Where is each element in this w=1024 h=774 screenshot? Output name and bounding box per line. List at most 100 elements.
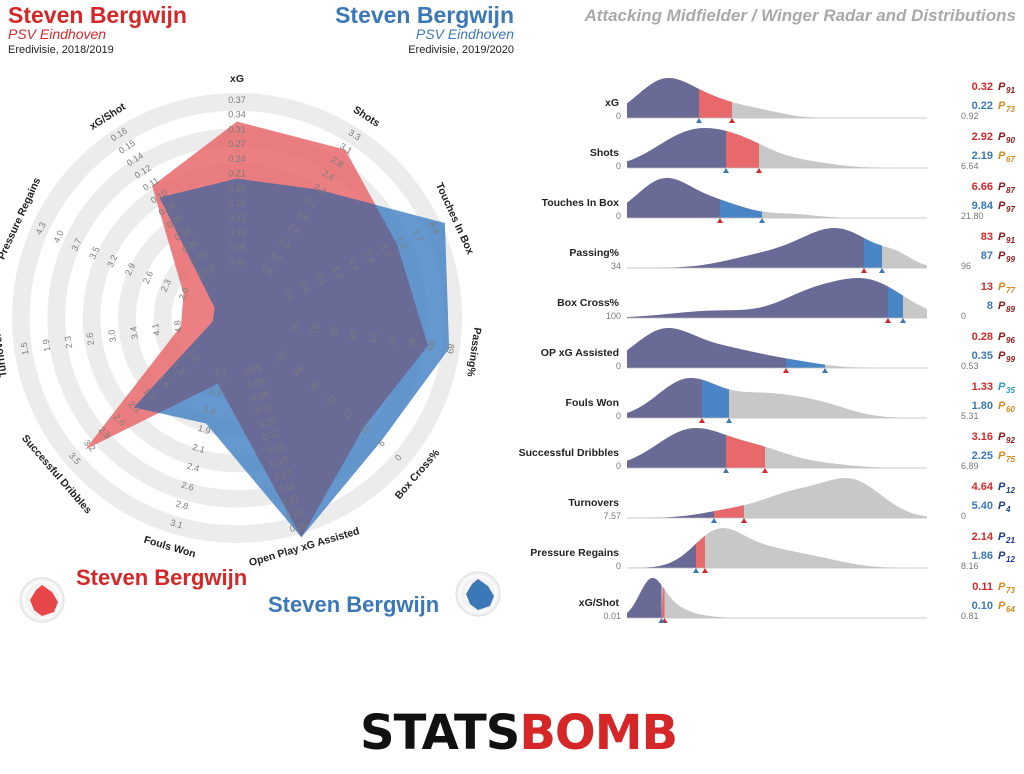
- distribution-percentile-player1: P: [998, 281, 1006, 293]
- distribution-diff-area: [702, 380, 729, 418]
- radar-tick-label: 0.34: [228, 110, 246, 120]
- distribution-min: 0: [616, 361, 621, 371]
- distribution-marker-player1: [783, 368, 789, 373]
- radar-tick-label: 69: [348, 329, 359, 340]
- radar-tick-label: 0.31: [228, 124, 246, 134]
- distribution-max: 0.92: [961, 111, 979, 121]
- distribution-value-player2: 8: [987, 300, 993, 312]
- radar-tick-label: 73: [367, 332, 378, 343]
- distribution-percentile-player1-value: 87: [1006, 186, 1015, 195]
- distribution-row: Successful Dribbles0 6.893.16 P 922.25 P 75: [519, 428, 1016, 473]
- distribution-max: 8.16: [961, 561, 979, 571]
- distribution-min: 34: [611, 261, 621, 271]
- distribution-marker-player2: [822, 368, 828, 373]
- distribution-percentile-player1: P: [998, 381, 1006, 393]
- distribution-value-player2: 2.19: [972, 150, 993, 162]
- radar-tick-label: 0.06: [228, 257, 246, 267]
- distribution-max: 0: [961, 311, 966, 321]
- distribution-percentile-player2-value: 12: [1006, 555, 1015, 564]
- distribution-percentile-player1-value: 90: [1006, 136, 1015, 145]
- distribution-label: Fouls Won: [566, 397, 619, 409]
- distribution-percentile-player1: P: [998, 481, 1006, 493]
- distribution-percentile-player1: P: [998, 81, 1006, 93]
- radar-tick-label: 0.13: [228, 213, 246, 223]
- radar-tick-label: 0.11: [229, 228, 246, 238]
- distribution-percentile-player1: P: [998, 181, 1006, 193]
- distribution-row: xG/Shot0.01 0.810.11 P 730.10 P 64: [579, 578, 1016, 623]
- legend-player1-icon: [20, 578, 64, 622]
- distribution-max: 6.89: [961, 461, 979, 471]
- distribution-value-player1: 3.16: [972, 431, 993, 443]
- distribution-diff-area: [864, 238, 882, 268]
- distribution-base-area: [627, 578, 662, 618]
- distribution-base-area: [627, 378, 702, 418]
- radar-tick-label: 0.27: [228, 139, 246, 149]
- distribution-marker-player2: [900, 318, 906, 323]
- distribution-base-area: [627, 178, 720, 218]
- distribution-marker-player2: [723, 468, 729, 473]
- radar-tick-label: 4.8: [172, 320, 184, 334]
- distribution-percentile-player2-value: 97: [1006, 205, 1015, 214]
- distribution-percentile-player1-value: 91: [1006, 86, 1015, 95]
- distribution-value-player2: 1.80: [972, 400, 993, 412]
- radar-tick-label: 0.08: [228, 242, 246, 252]
- distribution-base-area: [627, 278, 888, 318]
- distribution-percentile-player1: P: [998, 431, 1006, 443]
- distribution-label: Shots: [590, 147, 619, 159]
- distribution-marker-player2: [711, 518, 717, 523]
- distribution-percentile-player1: P: [998, 131, 1006, 143]
- distribution-label: Successful Dribbles: [519, 447, 620, 459]
- distribution-percentile-player2-value: 67: [1006, 155, 1015, 164]
- distribution-percentile-player2-value: 75: [1006, 455, 1015, 464]
- distribution-min: 100: [606, 311, 621, 321]
- radar-axis-label: Passing%: [464, 327, 483, 378]
- legend-player2-icon: [456, 572, 500, 616]
- radar-tick-label: 0.21: [228, 169, 246, 179]
- distribution-percentile-player1-value: 73: [1006, 586, 1015, 595]
- distribution-diff-area: [699, 89, 732, 118]
- distribution-percentile-player2: P: [998, 450, 1006, 462]
- distribution-value-player1: 0.11: [972, 581, 993, 593]
- distribution-percentile-player1-value: 96: [1006, 336, 1015, 345]
- distribution-min: 0.01: [603, 611, 621, 621]
- distribution-row: Fouls Won0 5.311.33 P 351.80 P 60: [566, 378, 1016, 423]
- distribution-value-player1: 0.32: [972, 81, 993, 93]
- distribution-marker-player1: [717, 218, 723, 223]
- distribution-diff-area: [720, 199, 762, 218]
- distribution-percentile-player1-value: 91: [1006, 236, 1015, 245]
- distribution-base-area: [627, 544, 696, 568]
- radar-tick-label: 1.5: [19, 342, 31, 356]
- distribution-max: 0.53: [961, 361, 979, 371]
- logo-part2: BOMB: [519, 705, 677, 761]
- distribution-row: OP xG Assisted0 0.530.28 P 960.35 P 99: [541, 328, 1016, 373]
- distribution-percentile-player1: P: [998, 531, 1006, 543]
- distribution-diff-area: [726, 435, 765, 468]
- distribution-marker-player1: [861, 268, 867, 273]
- statsbomb-logo: STATSBOMB: [360, 705, 677, 761]
- distribution-marker-player2: [879, 268, 885, 273]
- distribution-base-area: [627, 128, 726, 168]
- distribution-value-player2: 2.25: [972, 450, 993, 462]
- distribution-percentile-player1-value: 35: [1006, 386, 1015, 395]
- radar-tick-label: 65: [328, 326, 339, 337]
- radar-axis-label: Turnovers: [0, 326, 10, 378]
- distribution-percentile-player2: P: [998, 600, 1006, 612]
- radar-axis-label: Shots: [351, 104, 382, 130]
- distribution-base-area: [627, 228, 864, 268]
- distribution-value-player1: 2.92: [972, 131, 993, 143]
- distribution-percentile-player1: P: [998, 331, 1006, 343]
- distribution-rest-area: [627, 578, 927, 618]
- radar-tick-label: 89: [445, 343, 456, 354]
- distribution-percentile-player2: P: [998, 350, 1006, 362]
- distribution-max: 21.80: [961, 211, 984, 221]
- radar-tick-label: 2.3: [63, 335, 75, 349]
- distribution-percentile-player2-value: 4: [1005, 505, 1011, 514]
- distribution-marker-player2: [696, 118, 702, 123]
- distribution-max: 0: [961, 511, 966, 521]
- distribution-marker-player1: [885, 318, 891, 323]
- distribution-diff-area: [714, 505, 744, 518]
- distribution-percentile-player1-value: 77: [1006, 286, 1015, 295]
- distribution-diff-area: [888, 287, 903, 318]
- distribution-marker-player1: [702, 568, 708, 573]
